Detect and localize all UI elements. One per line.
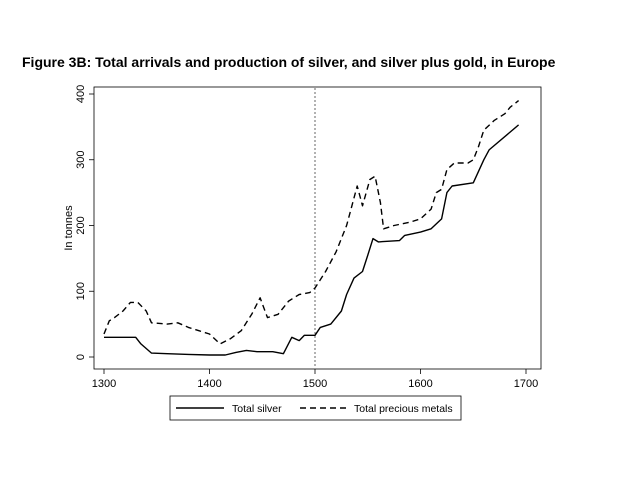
legend-box bbox=[169, 395, 462, 421]
x-tick-label-1500: 1500 bbox=[303, 378, 327, 390]
y-axis-label: In tonnes bbox=[63, 205, 75, 251]
series-line-total-precious-metals bbox=[103, 100, 520, 345]
y-tick-label-100: 100 bbox=[75, 282, 87, 300]
legend-label-total-silver: Total silver bbox=[232, 403, 282, 415]
y-tick-label-400: 400 bbox=[75, 85, 87, 103]
x-tick-label-1300: 1300 bbox=[92, 378, 116, 390]
y-tick-label-200: 200 bbox=[75, 216, 87, 234]
x-tick-label-1600: 1600 bbox=[408, 378, 432, 390]
legend: Total silver Total precious metals bbox=[169, 395, 462, 421]
series-line-total-silver bbox=[104, 124, 520, 356]
y-tick-label-0: 0 bbox=[75, 354, 87, 360]
legend-label-total-precious-metals: Total precious metals bbox=[354, 403, 453, 415]
chart-title: Figure 3B: Total arrivals and production… bbox=[22, 54, 556, 70]
y-axis: 0 100 200 300 400 bbox=[75, 85, 94, 360]
x-tick-label-1400: 1400 bbox=[197, 378, 221, 390]
plot-frame bbox=[93, 86, 542, 370]
y-tick-label-300: 300 bbox=[75, 151, 87, 169]
series-layer bbox=[103, 100, 520, 356]
x-tick-label-1700: 1700 bbox=[514, 378, 538, 390]
x-axis: 1300 1400 1500 1600 1700 bbox=[92, 369, 538, 390]
